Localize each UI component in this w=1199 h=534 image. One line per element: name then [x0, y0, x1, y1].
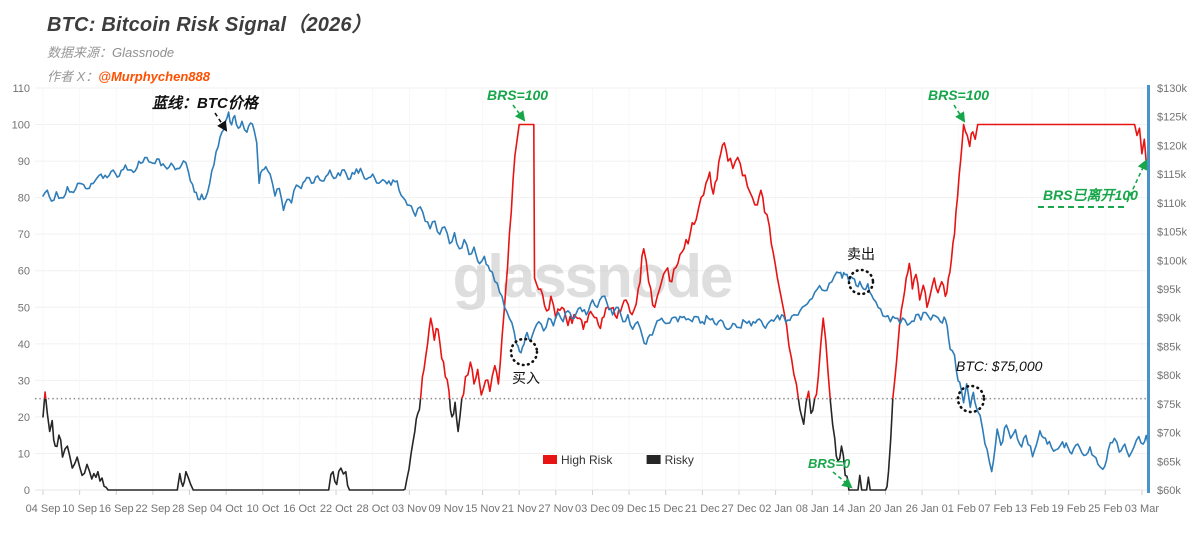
x-axis-tick-label: 03 Mar — [1125, 503, 1160, 515]
annotation-circle-buy — [509, 337, 539, 367]
high-risk-line-red — [43, 123, 1147, 399]
y-right-tick-label: $100k — [1157, 255, 1187, 267]
y-left-tick-label: 90 — [18, 156, 30, 168]
y-left-tick-label: 20 — [18, 412, 30, 424]
annotation-sell: 卖出 — [847, 246, 875, 262]
annotation-brs100-second: BRS=100 — [928, 87, 989, 103]
annotation-brs100-first: BRS=100 — [487, 87, 548, 103]
y-right-tick-label: $80k — [1157, 370, 1181, 382]
x-axis-tick-label: 15 Dec — [648, 503, 683, 515]
y-right-tick-label: $60k — [1157, 485, 1181, 497]
y-right-tick-label: $65k — [1157, 456, 1181, 468]
y-right-tick-label: $70k — [1157, 428, 1181, 440]
y-right-tick-label: $90k — [1157, 313, 1181, 325]
x-axis-tick-label: 26 Jan — [906, 503, 939, 515]
x-axis-tick-label: 27 Dec — [722, 503, 757, 515]
x-axis-tick-label: 25 Feb — [1088, 503, 1122, 515]
risky-line-black — [42, 398, 894, 491]
annotation-brs-left-100: BRS已离开100 — [1043, 187, 1138, 203]
annotation-circle-btc-75k — [956, 384, 986, 414]
y-left-tick-label: 0 — [24, 485, 30, 497]
x-axis-tick-label: 22 Oct — [320, 503, 352, 515]
x-axis-tick-label: 21 Nov — [502, 503, 537, 515]
legend-swatch — [543, 455, 557, 464]
y-right-tick-label: $125k — [1157, 112, 1187, 124]
annotation-buy: 买入 — [512, 370, 540, 386]
annotation-arrow-blue-price-label — [214, 112, 228, 132]
legend: High Risk Risky — [543, 453, 694, 467]
x-axis-tick-label: 07 Feb — [978, 503, 1012, 515]
y-right-tick-label: $120k — [1157, 140, 1187, 152]
annotations: 蓝线：BTC价格 BRS=100 BRS=100 BRS已离开100 买入 卖出 BTC: … — [152, 87, 1148, 489]
author-row: 作者 X：@Murphychen888 — [47, 66, 372, 85]
x-axis-tick-label: 03 Nov — [392, 503, 427, 515]
x-axis-tick-label: 27 Nov — [538, 503, 573, 515]
x-axis-tick-label: 10 Oct — [247, 503, 279, 515]
annotation-arrow-brs100-first — [512, 104, 526, 122]
annotation-brs0: BRS=0 — [808, 456, 851, 471]
x-axis-tick-label: 09 Dec — [612, 503, 647, 515]
source-value: Glassnode — [112, 45, 175, 60]
x-axis-tick-label: 22 Sep — [135, 503, 170, 515]
y-left-tick-label: 50 — [18, 302, 30, 314]
author-handle[interactable]: @Murphychen888 — [98, 69, 210, 84]
y-right-tick-label: $75k — [1157, 399, 1181, 411]
axis-labels: 0 10 20 30 40 50 60 70 80 90 100 110 $60k $65k $70k $75… — [12, 83, 1188, 515]
y-left-tick-label: 70 — [18, 229, 30, 241]
y-left-tick-label: 60 — [18, 266, 30, 278]
x-axis-tick-label: 19 Feb — [1052, 503, 1086, 515]
y-left-tick-label: 30 — [18, 375, 30, 387]
x-axis-tick-label: 04 Sep — [26, 503, 61, 515]
glassnode-watermark: glassnode — [453, 243, 732, 310]
y-right-tick-label: $130k — [1157, 83, 1187, 95]
y-right-tick-label: $95k — [1157, 284, 1181, 296]
x-axis-tick-label: 28 Oct — [356, 503, 388, 515]
author-label: 作者 X： — [47, 69, 99, 84]
x-axis-tick-label: 01 Feb — [942, 503, 976, 515]
annotation-arrow-brs-left-100 — [1126, 159, 1148, 203]
x-axis-tick-label: 20 Jan — [869, 503, 902, 515]
y-left-tick-label: 110 — [12, 83, 30, 95]
y-left-tick-label: 80 — [18, 193, 30, 205]
x-axis-tick-label: 10 Sep — [62, 503, 97, 515]
x-axis-tick-label: 15 Nov — [465, 503, 500, 515]
annotation-btc-75k: BTC: $75,000 — [956, 358, 1043, 374]
page-title: BTC: Bitcoin Risk Signal（2026） — [47, 14, 372, 36]
legend-label: Risky — [665, 453, 694, 467]
annotation-blue-price-label: 蓝线：BTC价格 — [152, 95, 260, 112]
legend-label: High Risk — [561, 453, 613, 467]
annotation-arrow-brs100-second — [953, 104, 966, 123]
data-source-row: 数据来源：Glassnode — [47, 42, 372, 61]
y-right-tick-label: $105k — [1157, 227, 1187, 239]
y-left-tick-label: 100 — [12, 120, 30, 132]
annotation-arrow-brs0 — [832, 471, 853, 489]
x-axis-tick-label: 02 Jan — [759, 503, 792, 515]
legend-swatch — [646, 455, 661, 464]
x-axis-tick-label: 04 Oct — [210, 503, 242, 515]
source-label: 数据来源： — [47, 45, 113, 60]
x-axis-tick-label: 08 Jan — [796, 503, 829, 515]
x-axis-tick-label: 14 Jan — [832, 503, 865, 515]
y-left-tick-label: 10 — [18, 448, 30, 460]
y-right-tick-label: $85k — [1157, 341, 1181, 353]
x-axis-tick-label: 21 Dec — [685, 503, 720, 515]
x-axis-tick-label: 16 Oct — [283, 503, 315, 515]
x-axis-tick-label: 28 Sep — [172, 503, 207, 515]
x-axis-tick-label: 03 Dec — [575, 503, 610, 515]
x-axis-tick-label: 13 Feb — [1015, 503, 1049, 515]
annotation-circle-sell — [847, 268, 875, 296]
x-axis-tick-label: 09 Nov — [429, 503, 464, 515]
y-right-tick-label: $110k — [1157, 198, 1187, 210]
y-right-tick-label: $115k — [1157, 169, 1187, 181]
chart-header: BTC: Bitcoin Risk Signal（2026） 数据来源：Glas… — [47, 8, 372, 85]
y-left-tick-label: 40 — [18, 339, 30, 351]
x-axis-tick-label: 16 Sep — [99, 503, 134, 515]
